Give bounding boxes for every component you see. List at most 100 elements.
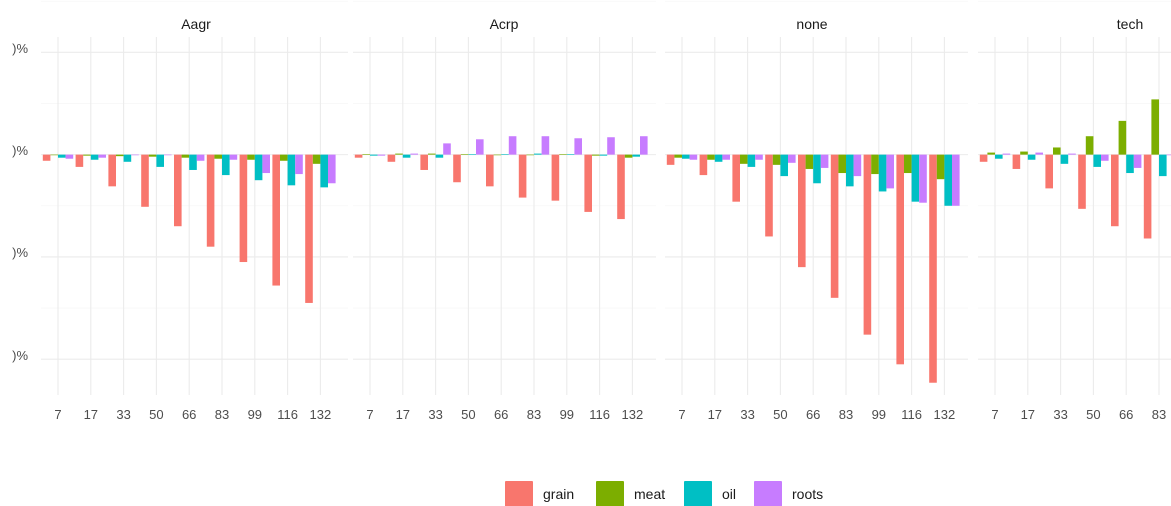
bar-meat — [936, 154, 945, 180]
bar-roots — [131, 154, 139, 156]
bar-roots — [295, 154, 303, 175]
bar-roots — [1133, 154, 1142, 168]
bar-oil — [632, 154, 640, 157]
bar-oil — [846, 154, 854, 187]
facet-title-tech: tech — [1117, 16, 1143, 32]
bar-grain — [732, 154, 740, 202]
bar-grain — [1012, 154, 1021, 169]
bar-meat — [871, 154, 879, 175]
bar-oil — [468, 154, 476, 155]
facet-title-acrp: Acrp — [490, 16, 519, 32]
bar-oil — [813, 154, 821, 184]
bar-grain — [141, 154, 149, 207]
x-tick-label: 7 — [366, 407, 373, 422]
bar-grain — [354, 154, 363, 158]
panel-backgrounds-layer — [41, 37, 1171, 395]
x-tick-label: 66 — [494, 407, 508, 422]
bar-roots — [541, 136, 550, 155]
bar-grain — [617, 154, 625, 220]
gridlines-layer — [41, 0, 1171, 395]
bar-roots — [508, 136, 517, 155]
bar-grain — [108, 154, 116, 187]
bar-oil — [995, 154, 1003, 159]
bar-grain — [551, 154, 560, 201]
bar-meat — [181, 154, 190, 158]
x-tick-label: 116 — [901, 407, 922, 422]
bar-grain — [666, 154, 675, 165]
bar-roots — [640, 136, 648, 155]
x-tick-label: 17 — [396, 407, 410, 422]
bar-grain — [206, 154, 215, 247]
legend-label-roots: roots — [792, 486, 823, 502]
bar-roots — [1068, 153, 1076, 155]
x-tick-label: 66 — [806, 407, 820, 422]
bar-meat — [624, 154, 633, 158]
x-tick-label: 17 — [1021, 407, 1035, 422]
legend-label-grain: grain — [543, 486, 574, 502]
bar-grain — [830, 154, 839, 298]
panel-background-none — [665, 37, 968, 395]
bar-grain — [1078, 154, 1086, 209]
bar-oil — [58, 154, 66, 158]
x-tick-label: 99 — [248, 407, 262, 422]
bar-roots — [164, 154, 172, 156]
bar-roots — [755, 154, 763, 160]
bar-grain — [979, 154, 988, 162]
bar-roots — [952, 154, 960, 206]
bar-meat — [707, 154, 715, 160]
bar-roots — [1002, 153, 1011, 155]
bar-oil — [123, 154, 132, 162]
legend: grain meat oil roots — [505, 481, 823, 506]
bar-oil — [90, 154, 99, 160]
bar-roots — [919, 154, 927, 203]
bar-grain — [239, 154, 248, 263]
bar-grain — [765, 154, 773, 237]
facet-title-none: none — [796, 16, 827, 32]
x-axis-labels-layer: 7 17 33 50 66 83 99 116 132 7 17 33 50 66 83 99 116 132 7 1… — [54, 407, 1166, 422]
bar-roots — [196, 154, 205, 161]
panel-background-aagr — [41, 37, 348, 395]
bar-meat — [312, 154, 321, 164]
x-tick-label: 33 — [740, 407, 754, 422]
bar-roots — [853, 154, 862, 177]
bar-roots — [65, 154, 74, 159]
x-tick-label: 17 — [708, 407, 722, 422]
bar-meat — [1118, 120, 1127, 155]
legend-label-meat: meat — [634, 486, 665, 502]
bar-roots — [98, 154, 106, 158]
bar-oil — [682, 154, 690, 159]
x-tick-label: 116 — [589, 407, 610, 422]
bar-meat — [772, 154, 781, 165]
bar-grain — [699, 154, 708, 176]
bar-meat — [559, 154, 567, 155]
panel-background-tech — [978, 37, 1171, 395]
bar-oil — [287, 154, 296, 186]
bar-meat — [214, 154, 222, 159]
bar-roots — [1101, 154, 1109, 161]
bar-meat — [904, 154, 912, 174]
bars-layer — [42, 99, 1171, 383]
bar-roots — [574, 138, 582, 155]
bar-oil — [714, 154, 723, 162]
bar-grain — [896, 154, 904, 365]
bar-meat — [247, 154, 255, 160]
bar-meat — [987, 152, 995, 155]
bar-roots — [262, 154, 270, 174]
x-tick-label: 132 — [934, 407, 956, 422]
bar-roots — [607, 137, 615, 155]
bar-grain — [584, 154, 592, 212]
bar-oil — [156, 154, 164, 167]
bar-oil — [370, 154, 378, 156]
bar-roots — [820, 154, 829, 168]
bar-roots — [229, 154, 238, 160]
bar-grain — [75, 154, 84, 167]
bar-oil — [501, 154, 509, 155]
bar-meat — [362, 154, 370, 155]
legend-label-oil: oil — [722, 486, 736, 502]
bar-roots — [788, 154, 796, 163]
bar-grain — [1045, 154, 1053, 189]
x-tick-label: 50 — [461, 407, 475, 422]
x-tick-label: 99 — [560, 407, 574, 422]
bar-oil — [254, 154, 263, 181]
bar-oil — [435, 154, 444, 158]
